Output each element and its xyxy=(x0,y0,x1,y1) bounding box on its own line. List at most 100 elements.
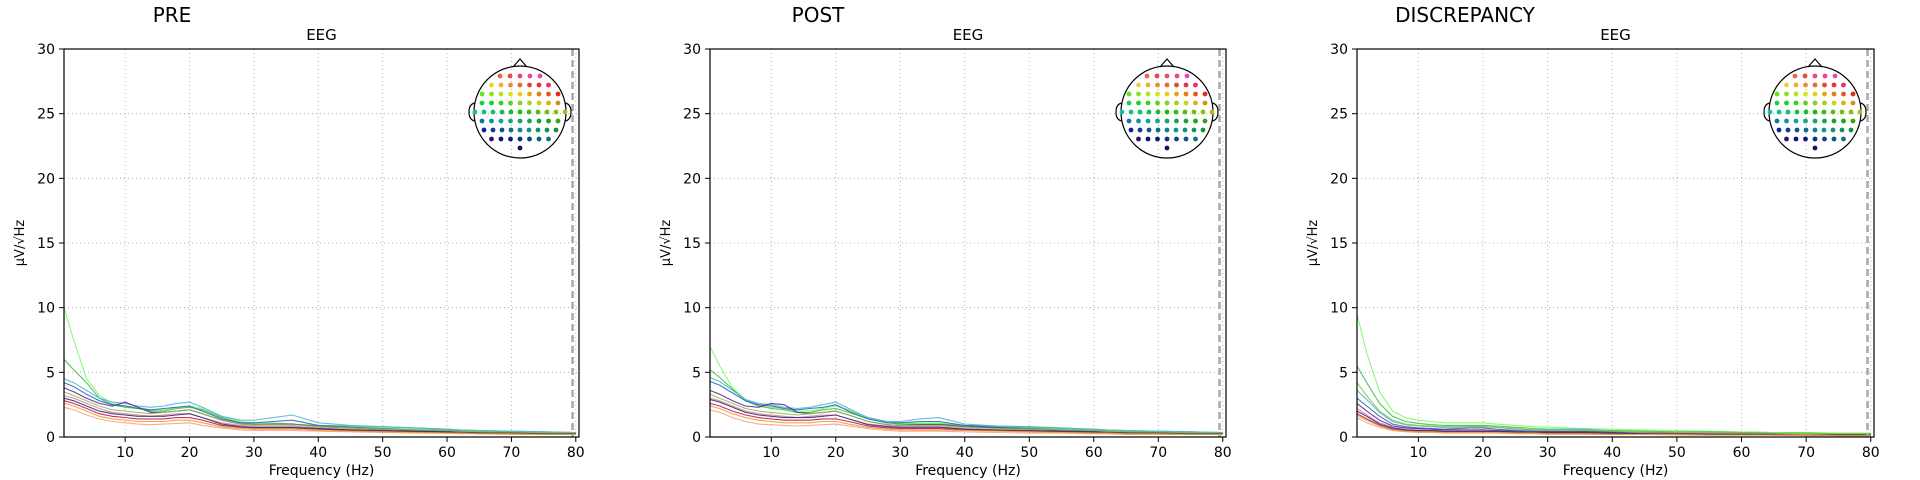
series-line xyxy=(1356,414,1871,437)
series-line xyxy=(63,378,576,434)
sensor-dot xyxy=(1193,91,1198,97)
sensor-dot xyxy=(544,127,550,133)
sensor-dot xyxy=(517,136,523,142)
sensor-dot xyxy=(1145,100,1151,106)
sensor-dot xyxy=(517,127,523,133)
sensor-dot xyxy=(489,100,494,106)
y-tick-label: 5 xyxy=(692,365,701,381)
psd-panel: DISCREPANCY EEG 10 20 30 40 50 60 70 80 0 5 10 15 20 25… xyxy=(1306,3,1880,479)
sensor-dot xyxy=(1784,136,1789,142)
sensor-dot xyxy=(499,127,505,133)
sensor-dot xyxy=(1193,136,1198,142)
panel-title: EEG xyxy=(306,26,337,44)
sensor-dot xyxy=(1183,82,1189,88)
sensor-dot xyxy=(1164,118,1170,124)
sensor-dot xyxy=(553,127,559,133)
sensor-dot xyxy=(526,127,532,133)
sensor-dot xyxy=(1812,136,1818,142)
y-tick-label: 10 xyxy=(37,301,55,317)
sensor-dot xyxy=(1173,109,1179,115)
sensor-dot xyxy=(1164,127,1170,133)
sensor-dot xyxy=(1831,82,1837,88)
sensor-dot xyxy=(479,100,485,106)
sensor-dot xyxy=(536,136,542,142)
y-tick-label: 25 xyxy=(1330,107,1348,123)
psd-panel: POST EEG 10 20 30 40 50 60 70 80 0 5 10 15 20 25 30 Frequ… xyxy=(659,3,1232,479)
y-axis-label: µV/√Hz xyxy=(659,220,674,267)
y-tick-label: 25 xyxy=(683,107,701,123)
sensor-dot xyxy=(508,100,513,106)
sensor-dot xyxy=(1136,82,1141,88)
sensor-dot xyxy=(489,82,494,88)
sensor-dot xyxy=(498,136,504,142)
sensor-dot xyxy=(527,118,532,124)
sensor-dot xyxy=(1174,82,1179,88)
sensor-dot xyxy=(1822,118,1827,124)
y-tick-label: 30 xyxy=(683,42,701,58)
x-tick-label: 80 xyxy=(1214,445,1232,461)
head-right-ear xyxy=(1211,102,1219,122)
sensor-dot xyxy=(1841,91,1846,97)
sensor-dot xyxy=(1821,127,1827,133)
x-tick-label: 20 xyxy=(1474,445,1492,461)
sensor-dot xyxy=(555,118,561,124)
sensor-dot xyxy=(1821,109,1827,115)
sensor-dot xyxy=(555,91,561,97)
x-tick-label: 30 xyxy=(1539,445,1557,461)
x-tick-label: 60 xyxy=(1733,445,1751,461)
sensor-dot xyxy=(1128,127,1134,133)
head-right-ear xyxy=(1859,102,1867,122)
sensor-dot xyxy=(507,73,513,79)
series-line xyxy=(709,398,1223,435)
sensor-dot xyxy=(498,100,504,106)
x-tick-label: 10 xyxy=(1409,445,1427,461)
sensor-dot xyxy=(1155,100,1160,106)
sensor-dot xyxy=(1145,136,1151,142)
sensor-dot xyxy=(517,73,523,79)
y-axis-label: µV/√Hz xyxy=(1306,220,1321,267)
x-tick-label: 40 xyxy=(309,445,327,461)
sensor-dot xyxy=(1202,118,1208,124)
sensor-dot xyxy=(544,109,550,115)
sensor-dot xyxy=(1191,127,1197,133)
sensor-dot xyxy=(1784,118,1789,124)
psd-panel: PRE EEG 10 20 30 40 50 60 70 80 0 5 10 15 20 25 30 Freque… xyxy=(13,3,585,479)
sensor-dot xyxy=(1793,100,1799,106)
y-tick-label: 5 xyxy=(46,365,55,381)
x-tick-label: 80 xyxy=(567,445,585,461)
series-line xyxy=(63,402,576,435)
sensor-dot xyxy=(1776,127,1782,133)
sensor-dot xyxy=(1145,91,1151,97)
panel-suptitle: PRE xyxy=(153,3,192,27)
series-line xyxy=(709,397,1223,435)
head-left-ear xyxy=(1115,102,1123,122)
y-tick-label: 10 xyxy=(1330,301,1348,317)
axes-frame xyxy=(63,48,580,438)
axes-frame xyxy=(709,48,1227,438)
sensor-dot xyxy=(1841,136,1846,142)
series-line xyxy=(63,395,576,435)
sensor-dot xyxy=(517,118,523,124)
y-axis-label: µV/√Hz xyxy=(13,220,28,267)
y-tick-label: 0 xyxy=(692,430,701,446)
sensor-dot xyxy=(472,109,478,115)
sensor-dot xyxy=(546,82,551,88)
sensor-dot xyxy=(498,118,504,124)
series-line xyxy=(1356,382,1871,435)
sensor-dot xyxy=(1803,127,1809,133)
sensor-dot xyxy=(1183,91,1189,97)
y-tick-label: 25 xyxy=(37,107,55,123)
x-tick-label: 60 xyxy=(438,445,456,461)
sensor-dot xyxy=(536,82,542,88)
sensor-dot xyxy=(1822,136,1827,142)
sensor-dot xyxy=(1174,91,1179,97)
sensor-dot xyxy=(1776,109,1782,115)
y-tick-label: 15 xyxy=(683,236,701,252)
sensor-dot xyxy=(1831,118,1837,124)
series-line xyxy=(709,376,1223,434)
sensor-dot xyxy=(1191,109,1197,115)
sensor-dot xyxy=(1785,127,1791,133)
sensor-dot xyxy=(1812,82,1818,88)
panel-title: EEG xyxy=(1600,26,1631,44)
sensor-dot xyxy=(517,100,523,106)
